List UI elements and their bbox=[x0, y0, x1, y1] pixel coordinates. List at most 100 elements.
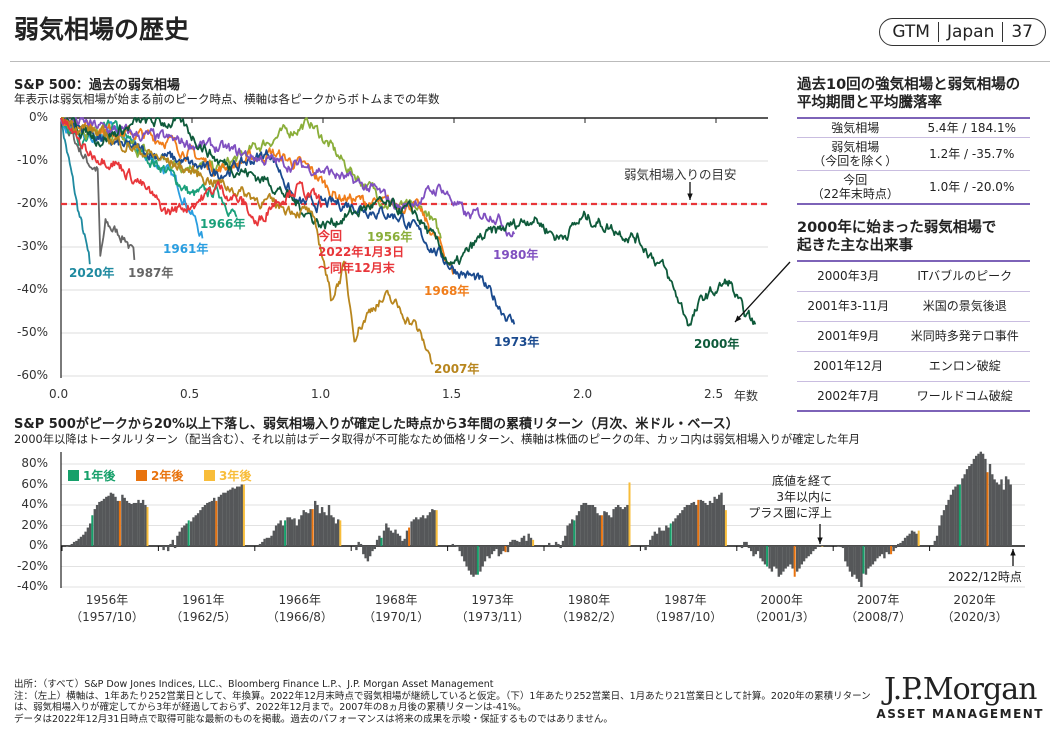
group-label: 1968年 （1970/1） bbox=[348, 592, 444, 626]
series-label-1961: 1961年 bbox=[163, 242, 209, 256]
bar-1973年-m31 bbox=[520, 537, 523, 546]
current-label-start: 2022年1月3日 bbox=[318, 245, 405, 259]
bar-1966年-m20 bbox=[302, 510, 305, 546]
bar-2000年-m33 bbox=[814, 546, 817, 550]
bar-1973年-m14 bbox=[481, 546, 484, 567]
group-year: 2007年 bbox=[856, 593, 900, 607]
method-note: 注：（左上）横軸は、1年あたり252営業日として、年換算。2022年12月末時点… bbox=[14, 690, 871, 714]
event-row: 2001年3-11月 米国の景気後退 bbox=[797, 291, 1030, 322]
bar-2020年-m17 bbox=[970, 464, 973, 546]
bar-2000年-m23 bbox=[791, 546, 794, 569]
bar-2000年-m20 bbox=[784, 546, 787, 569]
bar-2000年-m1 bbox=[740, 546, 744, 549]
bar-1968年-m30 bbox=[421, 515, 425, 546]
bar-1966年-m26 bbox=[316, 505, 319, 546]
bar-2000年-m27 bbox=[800, 546, 803, 565]
group-label: 1956年 （1957/10） bbox=[59, 592, 155, 626]
bar-2007年-m4 bbox=[844, 546, 847, 562]
bar-1980年-m9 bbox=[566, 525, 569, 546]
bar-1961年-m32 bbox=[233, 488, 237, 546]
bar-1973年-m33 bbox=[525, 540, 528, 546]
bar-1973年-m35 bbox=[529, 537, 533, 546]
bar-1966年-m32 bbox=[330, 515, 333, 546]
event-date: 2001年9月 bbox=[797, 321, 900, 352]
bar-1968年-m35 bbox=[433, 510, 436, 546]
bar-2007年-m28 bbox=[899, 542, 902, 546]
bar-1973年-m36 bbox=[532, 539, 535, 546]
event-row: 2001年12月 エンロン破綻 bbox=[797, 351, 1030, 382]
series-line-2020年 bbox=[60, 117, 91, 265]
bar-2000年-m22 bbox=[789, 546, 792, 565]
bar-1968年-m5 bbox=[364, 546, 367, 559]
bar-1968年-m12 bbox=[380, 537, 383, 546]
bar-1966年-m10 bbox=[279, 520, 282, 546]
bar-1956年-m22 bbox=[114, 496, 117, 546]
bar-2007年-m18 bbox=[876, 546, 879, 559]
bar-1961年-m11 bbox=[185, 523, 188, 546]
bar-1973年-m2 bbox=[453, 544, 457, 546]
bar-1980年-m32 bbox=[619, 507, 622, 546]
bar-1966年-m23 bbox=[309, 509, 312, 546]
bar-1987年-m12 bbox=[669, 523, 672, 546]
bar-2020年-m28 bbox=[995, 482, 999, 546]
bar-2020年-m2 bbox=[935, 535, 939, 546]
bar-1968年-m2 bbox=[357, 541, 360, 546]
group-label: 1961年 （1962/5） bbox=[155, 592, 251, 626]
bar-1987年-m33 bbox=[718, 494, 721, 546]
event-row: 2001年9月 米同時多発テロ事件 bbox=[797, 321, 1030, 352]
bar-1968年-m28 bbox=[417, 519, 420, 546]
bar-2000年-m12 bbox=[766, 546, 769, 567]
group-confirmed: （2001/3） bbox=[748, 610, 815, 624]
bar-1973年-m5 bbox=[460, 546, 464, 557]
group-confirmed: （1970/1） bbox=[363, 610, 430, 624]
bar-1973年-m9 bbox=[470, 546, 473, 575]
bar-1966年-m21 bbox=[304, 512, 308, 546]
bar-1980年-m35 bbox=[626, 505, 629, 546]
bar-1980年-m22 bbox=[596, 513, 599, 546]
group-year: 1980年 bbox=[567, 593, 611, 607]
stats-title: 過去10回の強気相場と弱気相場の 平均期間と平均騰落率 bbox=[797, 77, 1021, 111]
x-tick-label: 2.0 bbox=[573, 387, 593, 401]
bar-1987年-m29 bbox=[708, 500, 712, 546]
bar-2000年-m28 bbox=[802, 546, 806, 562]
group-confirmed: （2008/7） bbox=[845, 610, 912, 624]
group-label: 1973年 （1973/11） bbox=[445, 592, 541, 626]
stats-label: 強気相場 bbox=[797, 118, 914, 138]
event-row: 2000年3月 ITバブルのピーク bbox=[797, 261, 1030, 292]
bar-1973年-m13 bbox=[479, 546, 482, 572]
bar-1987年-m6 bbox=[655, 533, 659, 546]
bar-1966年-m29 bbox=[323, 512, 326, 546]
bar-1987年-m30 bbox=[711, 502, 714, 546]
legend-swatch bbox=[136, 470, 147, 481]
bar-1980年-m18 bbox=[587, 505, 590, 546]
bar-1961年-m35 bbox=[240, 484, 243, 546]
bar-1980年-m21 bbox=[594, 507, 597, 546]
bar-2020年-m30 bbox=[1000, 479, 1003, 546]
recovery-arrow-head bbox=[817, 537, 823, 544]
disclaimer: データは2022年12月31日時点で取得可能な最新のものを掲載。過去のパフォーマ… bbox=[14, 713, 613, 725]
bar-1956年-m33 bbox=[139, 502, 142, 546]
bar-1966年-m12 bbox=[284, 520, 287, 546]
footnotes: 出所：（すべて）S&P Dow Jones Indices, LLC.、Bloo… bbox=[14, 679, 884, 725]
bar-1987年-m27 bbox=[704, 502, 707, 546]
source-note: 出所：（すべて）S&P Dow Jones Indices, LLC.、Bloo… bbox=[14, 679, 494, 690]
group-year: 1987年 bbox=[664, 593, 707, 607]
top-chart-subtitle: 年表示は弱気相場が始まる前のピーク時点、横軸は各ピークからボトムまでの年数 bbox=[14, 92, 440, 106]
bar-2020年-m13 bbox=[961, 478, 964, 546]
bar-1980年-m1 bbox=[548, 542, 551, 546]
bar-1980年-m36 bbox=[628, 482, 631, 546]
bar-2020年-m16 bbox=[968, 466, 971, 546]
stats-panel: 過去10回の強気相場と弱気相場の 平均期間と平均騰落率 強気相場 5.4年 / 18… bbox=[797, 76, 1030, 412]
bar-2007年-m16 bbox=[871, 546, 875, 565]
x-axis-label: 年数 bbox=[734, 389, 759, 403]
bar-1966年-m9 bbox=[277, 523, 280, 546]
bar-1968年-m24 bbox=[408, 527, 411, 546]
bar-1973年-m1 bbox=[451, 543, 454, 546]
stats-label: 弱気相場 （今回を除く） bbox=[797, 137, 914, 171]
bar-1956年-m23 bbox=[116, 500, 119, 546]
bar-2020年-m31 bbox=[1002, 489, 1005, 546]
bar-2000年-m15 bbox=[773, 546, 776, 567]
bar-1956年-m28 bbox=[128, 502, 131, 546]
series-label-2007: 2007年 bbox=[434, 362, 480, 376]
bar-1966年-m16 bbox=[293, 518, 296, 546]
